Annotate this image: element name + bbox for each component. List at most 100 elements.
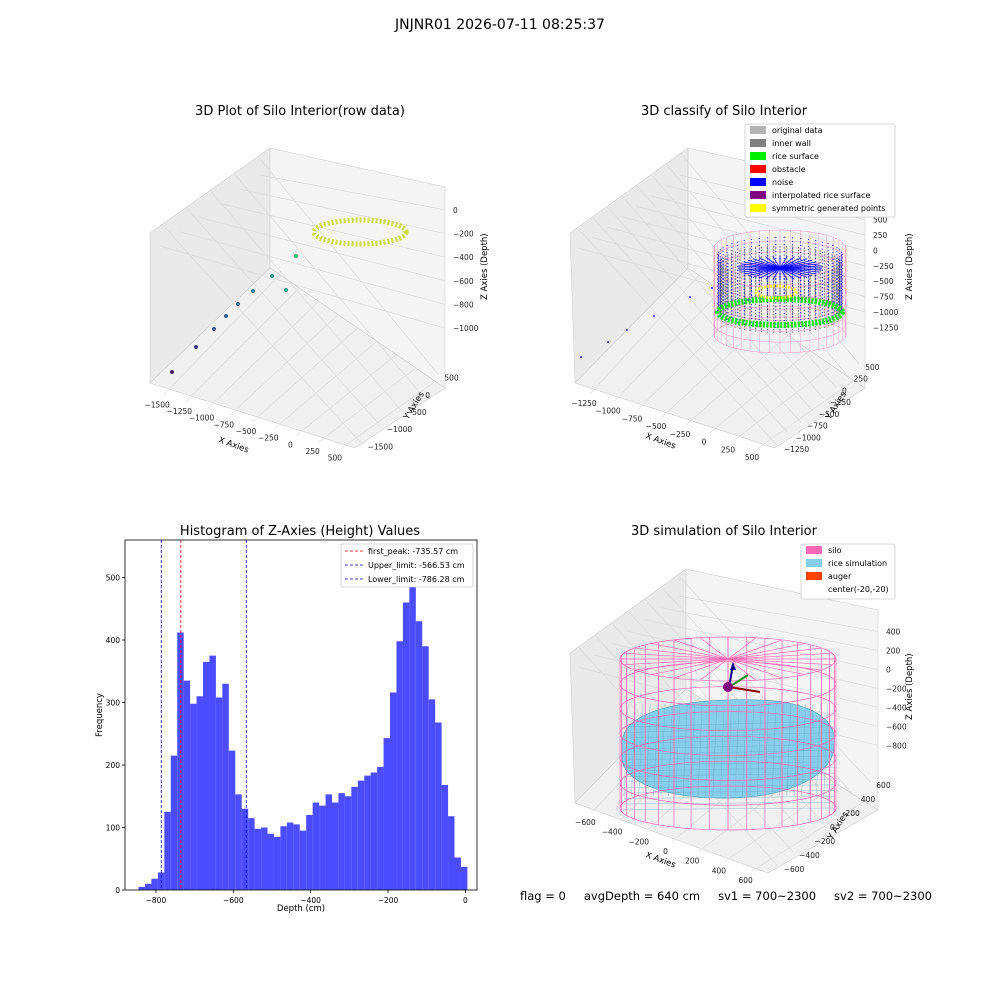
rice-mesh-line [771,703,777,797]
classify-outlier [711,287,713,289]
simulation-xtick: 200 [685,857,700,866]
raw-ztick: −800 [453,301,474,310]
classify-noise-points [743,261,781,269]
auger-marker [723,662,761,693]
silo-roof-line [727,652,833,660]
histogram-bar [273,836,281,890]
histogram-ytick-label: 100 [106,824,121,833]
silo-roof-line [727,647,822,660]
simulation-ytick: 600 [876,781,891,790]
silo-roof-line [651,643,729,660]
simulation-xtick: −600 [575,818,596,827]
classify-legend-label: original data [772,126,823,135]
silo-roof-line [634,647,729,660]
rice-mesh-line [705,703,710,797]
histogram-bar [312,802,320,890]
raw-ytick: −500 [406,408,427,417]
classify-ztick: 250 [873,231,888,240]
silo-roof-line [651,658,729,675]
classify-ztick: −1250 [873,323,899,332]
raw-point [284,288,288,292]
histogram-bar [390,692,397,890]
histogram-bar [241,808,249,890]
histogram-bar [402,602,410,890]
rice-mesh-line [668,703,673,797]
rice-mesh-line [623,738,835,744]
simulation-ztick: −400 [886,704,907,713]
classify-legend: original data inner wall rice surface obsta… [744,123,896,218]
histogram-xtick-label: −800 [146,896,167,905]
classify-legend-swatch [750,152,766,160]
histogram-bar [441,785,449,890]
simulation-xtick: 400 [712,866,727,875]
rice-mesh-line [712,703,717,797]
raw-xtick: −1000 [189,414,215,423]
histogram-ytick-label: 200 [106,761,121,770]
histogram-frame [124,539,478,891]
histogram-bar [351,786,358,890]
figure-title: JNJNR01 2026-07-11 08:25:37 [395,17,605,33]
raw-xtick: −750 [213,420,234,429]
classify-legend-swatch [750,191,766,199]
simulation-ytick: 400 [861,795,876,804]
histogram-bar [370,772,378,890]
histogram-bar [448,816,455,890]
histogram-bar [331,802,339,890]
classify-legend-label: inner wall [772,139,811,148]
raw-ztick: 0 [453,206,458,215]
classify-outlier [689,296,691,298]
histogram-bar [409,561,416,890]
simulation-legend: silo rice simulation auger center(-20,-20) [800,543,896,600]
histogram-bar [293,824,300,890]
histogram-bar [299,830,307,890]
histogram-bar [435,722,442,890]
histogram-bar [415,621,423,890]
rice-mesh-line [623,796,835,799]
histogram-title: Histogram of Z-Axies (Height) Values [179,524,421,539]
raw-point [251,289,255,293]
classify-xtick: −1250 [571,399,597,408]
classify-legend-swatch [750,204,766,212]
classify-legend-label: noise [772,178,793,187]
classify-ytick: 0 [842,386,847,395]
rice-mesh-line [638,703,643,797]
simulation-xtick: −200 [628,837,649,846]
silo-roof-line [727,637,757,660]
classify-ytick: −250 [830,398,851,407]
histogram-xtick-label: −200 [378,896,399,905]
avg-depth-value: avgDepth = 640 cm [583,889,701,903]
histogram-bar [138,886,145,890]
classify-rice-points [715,296,845,328]
rice-mesh-line [623,802,835,805]
histogram-bar [396,641,403,890]
histogram-bar [261,827,268,890]
classify-noise-points [779,267,795,280]
silo-roof-line [727,639,783,660]
histogram-bar [170,755,178,890]
simulation-ytick: −200 [815,837,836,846]
raw-point [212,327,216,331]
sv2-value: sv2 = 700~2300 [834,889,932,903]
rice-mesh-line [697,703,703,797]
classify-ytick: −1000 [795,433,821,442]
histogram-ytick-label: 0 [115,886,120,895]
histogram-ytick-label: 500 [106,574,121,583]
raw-surface [311,217,409,247]
histogram-ylabel: Frequency [95,693,105,737]
classify-noise-points [758,267,781,279]
simulation-ytick: −400 [799,851,820,860]
simulation-zlabel: Z Axies (Depth) [905,653,915,720]
classify-legend-swatch [750,139,766,147]
classify-noise-points [765,256,781,269]
classify-zlabel: Z Axies (Depth) [905,233,915,300]
rice-mesh-line [623,767,835,772]
simulation-legend-label: rice simulation [828,559,887,568]
rice-mesh-line [623,720,835,728]
histogram-legend-label: Upper_limit: -566.53 cm [368,561,465,570]
raw-xtick: 250 [306,447,321,456]
rice-mesh-line [623,703,629,797]
histogram-xtick-label: 0 [463,896,468,905]
classify-noise-points [779,267,808,278]
classify-ztick: −250 [873,262,894,271]
